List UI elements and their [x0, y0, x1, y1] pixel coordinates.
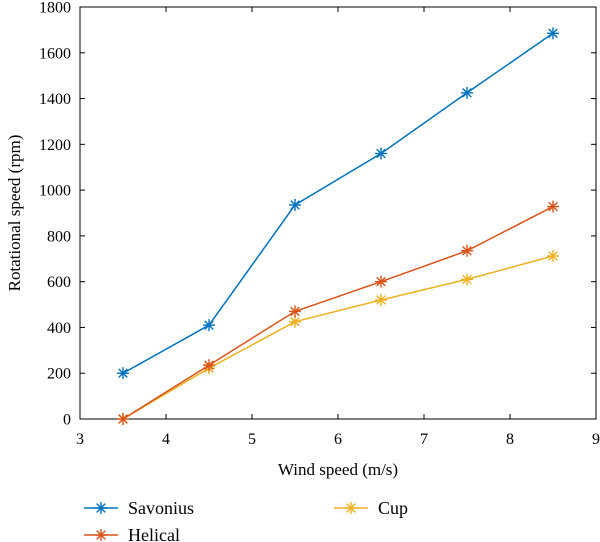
data-point-cup — [289, 315, 301, 328]
y-tick-label: 0 — [63, 412, 71, 429]
data-point-helical — [289, 305, 301, 318]
x-axis-label: Wind speed (m/s) — [278, 460, 398, 479]
x-axis: 3 4 5 6 7 8 9 — [76, 7, 600, 448]
data-point-helical — [375, 275, 387, 288]
x-tick-label: 6 — [334, 431, 342, 448]
y-tick-label: 400 — [47, 320, 71, 337]
legend-item-cup: Cup — [334, 498, 408, 518]
series-line-helical — [122, 205, 554, 420]
x-tick-label: 4 — [162, 431, 170, 448]
x-tick-label: 7 — [420, 431, 428, 448]
x-tick-label: 9 — [592, 431, 600, 448]
y-tick-label: 1200 — [39, 137, 71, 154]
data-point-helical — [203, 359, 215, 372]
y-tick-label: 200 — [47, 366, 71, 383]
legend-label: Savonius — [128, 498, 194, 518]
data-point-savonius — [461, 86, 473, 99]
data-point-savonius — [547, 27, 559, 40]
plot-frame — [79, 6, 597, 420]
legend-marker — [95, 502, 107, 514]
data-point-cup — [375, 293, 387, 306]
legend-label: Cup — [378, 498, 408, 518]
data-point-savonius — [203, 319, 215, 332]
y-tick-label: 600 — [47, 274, 71, 291]
y-tick-label: 1000 — [39, 183, 71, 200]
y-tick-label: 800 — [47, 228, 71, 245]
y-axis-label: Rotational speed (rpm) — [5, 135, 24, 292]
series-layer — [117, 27, 559, 425]
x-tick-label: 8 — [506, 431, 514, 448]
x-tick-label: 5 — [248, 431, 256, 448]
data-point-savonius — [375, 147, 387, 160]
data-point-helical — [117, 413, 129, 425]
data-point-helical — [547, 200, 559, 213]
data-point-savonius — [117, 367, 129, 380]
plot-area-border — [79, 6, 597, 420]
legend-item-helical: Helical — [84, 525, 180, 542]
legend-label: Helical — [128, 525, 180, 542]
y-tick-label: 1400 — [39, 91, 71, 108]
legend-marker — [95, 529, 107, 541]
data-point-cup — [547, 250, 559, 263]
series-line-cup — [122, 255, 554, 420]
data-point-savonius — [289, 198, 301, 211]
y-axis: 0 200 400 600 800 1000 1200 1400 1600 1800 — [39, 0, 596, 429]
legend-item-savonius: Savonius — [84, 498, 194, 518]
data-point-helical — [461, 244, 473, 257]
x-tick-label: 3 — [76, 431, 84, 448]
legend: Savonius Helical Cup — [84, 498, 408, 542]
data-point-cup — [461, 273, 473, 286]
y-tick-label: 1800 — [39, 0, 71, 17]
series-line-savonius — [122, 32, 554, 374]
legend-marker — [345, 502, 357, 514]
y-tick-label: 1600 — [39, 45, 71, 62]
